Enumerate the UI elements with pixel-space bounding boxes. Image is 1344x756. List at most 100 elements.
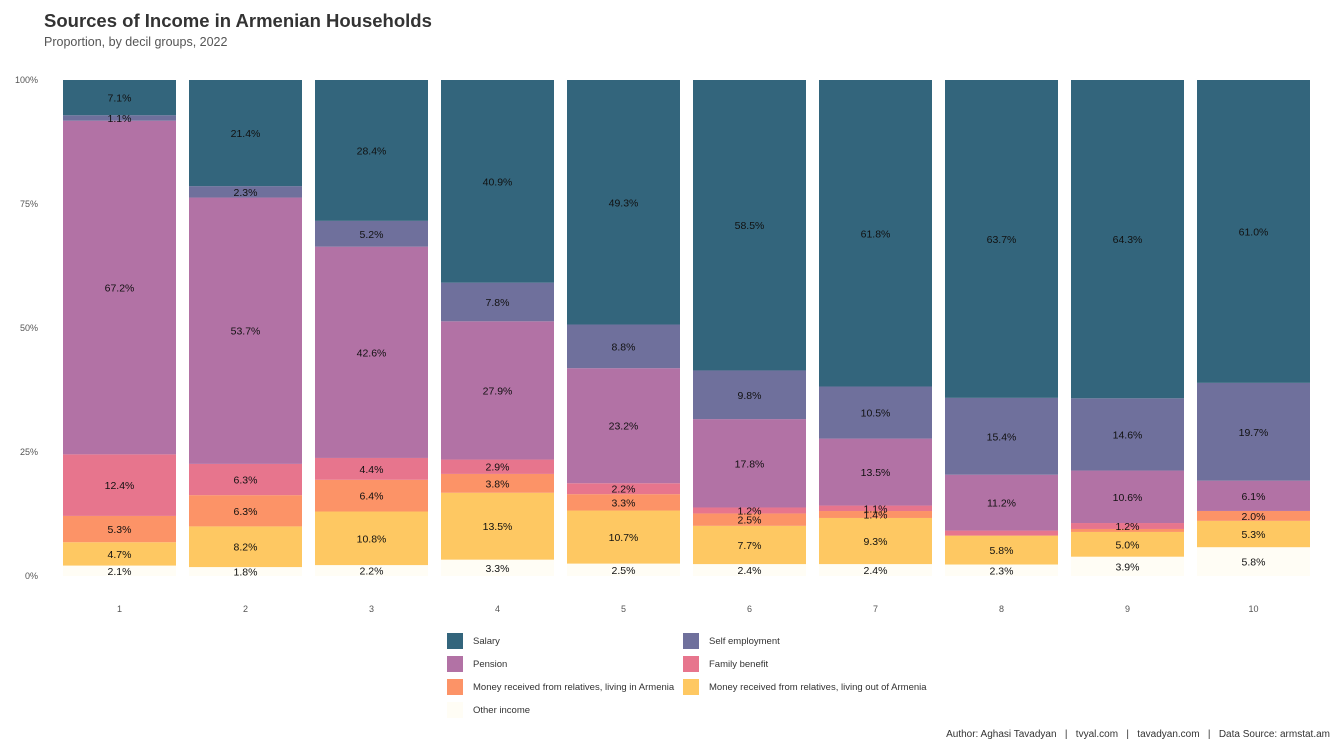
data-label: 1.1% bbox=[108, 113, 132, 125]
data-label: 10.7% bbox=[609, 532, 639, 544]
data-label: 27.9% bbox=[483, 385, 513, 397]
bar-segment bbox=[567, 324, 680, 369]
y-tick-label: 75% bbox=[20, 199, 38, 209]
bar-segment bbox=[315, 457, 428, 480]
bar-segment bbox=[945, 535, 1058, 565]
bar-segment bbox=[63, 515, 176, 543]
data-label: 6.3% bbox=[234, 475, 258, 487]
bar-segment bbox=[441, 282, 554, 322]
bar-segment bbox=[819, 505, 932, 512]
bar-segment bbox=[189, 495, 302, 527]
x-tick-label: 2 bbox=[243, 604, 248, 614]
bar-segment bbox=[819, 386, 932, 439]
data-label: 13.5% bbox=[483, 521, 513, 533]
bar-segment bbox=[567, 510, 680, 564]
data-label: 21.4% bbox=[231, 128, 261, 140]
data-label: 2.9% bbox=[486, 462, 510, 474]
bar-segment bbox=[441, 473, 554, 493]
data-label: 2.4% bbox=[864, 565, 888, 577]
data-label: 3.9% bbox=[1116, 561, 1140, 573]
data-label: 7.7% bbox=[738, 540, 762, 552]
legend-swatch bbox=[683, 633, 699, 649]
data-label: 2.2% bbox=[360, 566, 384, 578]
legend-label: Pension bbox=[473, 659, 508, 670]
bar-segment bbox=[315, 220, 428, 247]
data-label: 9.3% bbox=[864, 536, 888, 548]
data-label: 14.6% bbox=[1113, 429, 1143, 441]
bar-segment bbox=[1197, 382, 1310, 481]
bar-segment bbox=[819, 438, 932, 506]
bar-segment bbox=[189, 197, 302, 464]
bar-segment bbox=[819, 517, 932, 565]
x-tick-label: 4 bbox=[495, 604, 500, 614]
bar-segment bbox=[693, 370, 806, 420]
data-label: 5.3% bbox=[108, 524, 132, 536]
bars bbox=[63, 80, 1310, 576]
legend-label: Money received from relatives, living ou… bbox=[709, 682, 927, 693]
data-label: 67.2% bbox=[105, 283, 135, 295]
legend-swatch bbox=[683, 656, 699, 672]
legend-swatch bbox=[447, 633, 463, 649]
data-label: 10.5% bbox=[861, 408, 891, 420]
bar-segment bbox=[1071, 523, 1184, 529]
bar-segment bbox=[441, 492, 554, 560]
bar-segment bbox=[63, 542, 176, 566]
y-tick-label: 25% bbox=[20, 447, 38, 457]
bar-segment bbox=[1197, 510, 1310, 521]
bar-segment bbox=[693, 507, 806, 514]
legend-label: Salary bbox=[473, 636, 500, 647]
data-label: 63.7% bbox=[987, 234, 1017, 246]
bar-segment bbox=[189, 463, 302, 496]
bar-segment bbox=[63, 80, 176, 116]
data-label: 2.5% bbox=[612, 565, 636, 577]
x-tick-label: 3 bbox=[369, 604, 374, 614]
data-label: 5.0% bbox=[1116, 539, 1140, 551]
bar-segment bbox=[189, 567, 302, 576]
x-tick-label: 5 bbox=[621, 604, 626, 614]
data-label: 7.1% bbox=[108, 93, 132, 105]
bar-segment bbox=[945, 564, 1058, 576]
legend-label: Family benefit bbox=[709, 659, 769, 670]
bar-segment bbox=[693, 564, 806, 576]
bar-segment bbox=[189, 526, 302, 568]
data-label: 6.4% bbox=[360, 491, 384, 503]
data-label: 2.5% bbox=[738, 515, 762, 527]
data-label: 19.7% bbox=[1239, 427, 1269, 439]
data-label: 10.8% bbox=[357, 533, 387, 545]
data-label: 9.8% bbox=[738, 390, 762, 402]
bar-segment bbox=[441, 459, 554, 474]
bar-segment bbox=[63, 565, 176, 576]
bar-segment bbox=[693, 80, 806, 371]
bar-segment bbox=[819, 80, 932, 387]
data-label: 64.3% bbox=[1113, 234, 1143, 246]
data-label: 42.6% bbox=[357, 347, 387, 359]
data-label: 23.2% bbox=[609, 421, 639, 433]
data-label: 2.2% bbox=[612, 484, 636, 496]
bar-segment bbox=[945, 397, 1058, 475]
bar-segment bbox=[189, 80, 302, 187]
legend-swatch bbox=[447, 656, 463, 672]
data-label: 2.0% bbox=[1242, 511, 1266, 523]
bar-segment bbox=[567, 368, 680, 484]
x-tick-label: 8 bbox=[999, 604, 1004, 614]
legend-swatch bbox=[683, 679, 699, 695]
data-label: 11.2% bbox=[987, 498, 1016, 510]
bar-segment bbox=[1071, 398, 1184, 471]
data-label: 1.2% bbox=[1116, 521, 1140, 533]
data-label: 3.3% bbox=[486, 563, 510, 575]
data-labels: 2.1% 4.7% 5.3% 12.4% 67.2% 1.1% 7.1% 1.8% 8.2% 6.… bbox=[105, 93, 1269, 579]
data-label: 6.3% bbox=[234, 506, 258, 518]
bar-segment bbox=[1071, 556, 1184, 576]
caption: Author: Aghasi Tavadyan | tvyal.com | ta… bbox=[946, 729, 1330, 740]
bar-segment bbox=[315, 565, 428, 576]
bar-segment bbox=[63, 454, 176, 516]
x-tick-label: 1 bbox=[117, 604, 122, 614]
data-label: 58.5% bbox=[735, 220, 765, 232]
bar-segment bbox=[819, 511, 932, 518]
bar-segment bbox=[945, 474, 1058, 531]
bar-segment bbox=[945, 80, 1058, 398]
bar-segment bbox=[1197, 480, 1310, 511]
data-label: 2.3% bbox=[234, 187, 258, 199]
data-label: 15.4% bbox=[987, 431, 1017, 443]
bar-segment bbox=[1197, 80, 1310, 383]
